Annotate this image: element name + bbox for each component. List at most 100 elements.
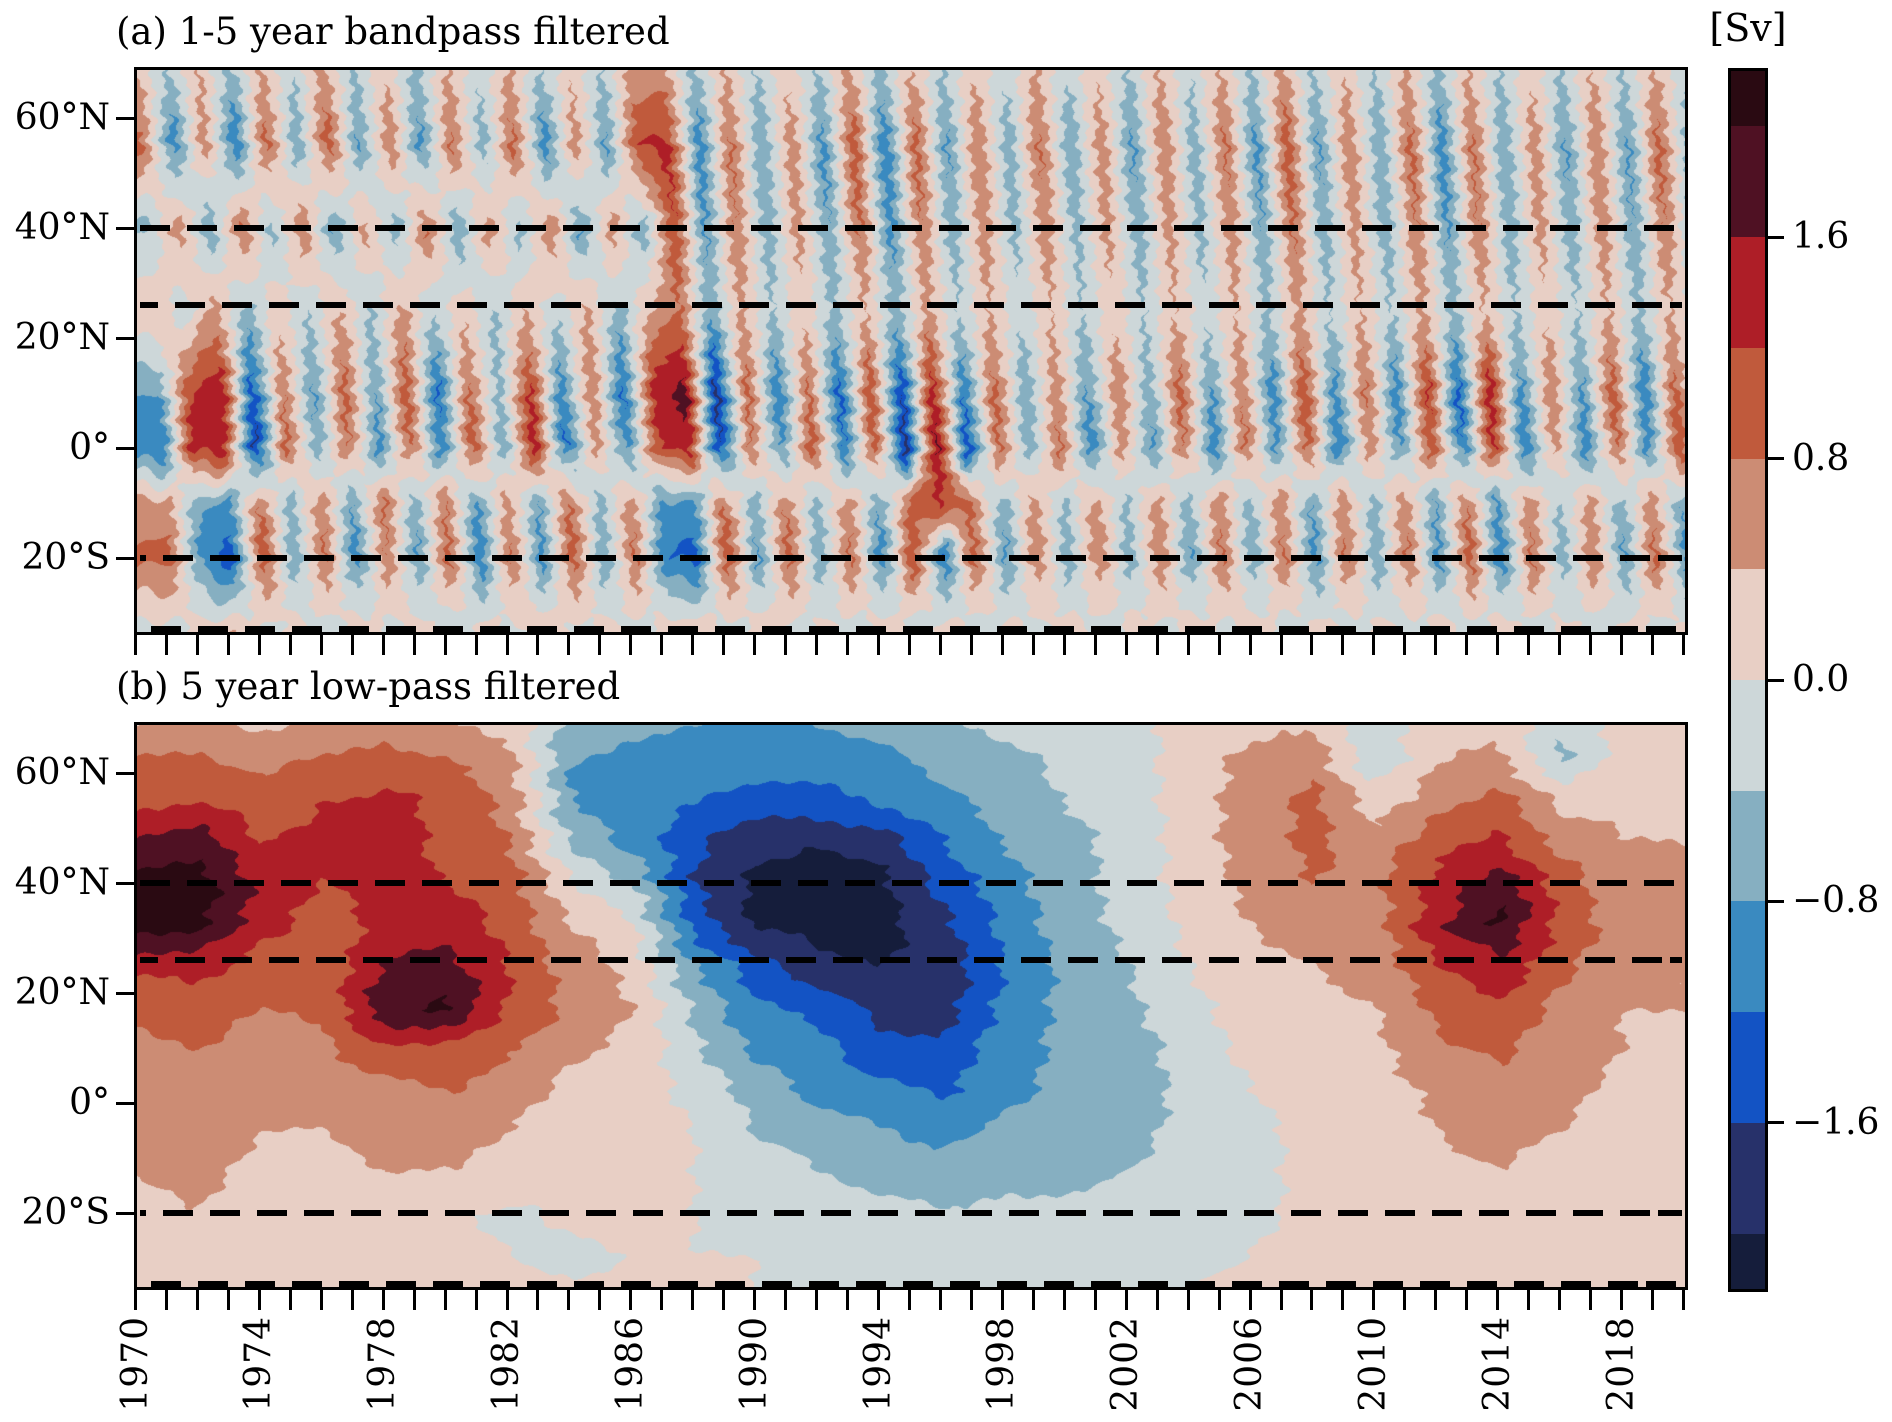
colorbar-segment	[1731, 458, 1765, 570]
x-minor-tick-mark	[319, 635, 323, 655]
x-minor-tick-mark	[691, 1290, 695, 1310]
x-minor-tick-mark	[908, 635, 911, 655]
x-minor-tick-mark	[1651, 635, 1655, 655]
x-minor-tick-mark	[1403, 1290, 1407, 1310]
colorbar-segment	[1731, 680, 1765, 792]
x-minor-tick-mark	[1341, 635, 1345, 655]
colorbar-segment	[1731, 790, 1765, 902]
x-minor-tick-mark	[1527, 635, 1531, 655]
colorbar-segment	[1731, 71, 1765, 127]
x-minor-tick-mark	[1124, 1290, 1128, 1310]
x-minor-tick-mark	[412, 635, 416, 655]
x-minor-tick-mark	[1372, 1290, 1376, 1310]
x-minor-tick-mark	[350, 635, 354, 655]
x-minor-tick-mark	[1000, 635, 1004, 655]
x-minor-tick-mark	[1248, 635, 1252, 655]
x-tick-label: 2018	[1600, 1316, 1642, 1412]
y-tick-mark	[116, 446, 134, 450]
colorbar-tick-mark	[1768, 457, 1784, 461]
x-minor-tick-mark	[1217, 1290, 1221, 1310]
x-minor-tick-mark	[1186, 635, 1190, 655]
x-minor-tick-mark	[288, 1290, 292, 1310]
x-tick-label: 2010	[1352, 1316, 1394, 1412]
x-minor-tick-mark	[1062, 635, 1066, 655]
x-minor-tick-mark	[1124, 635, 1128, 655]
dashed-latitude-line	[140, 555, 1682, 561]
x-tick-label: 1990	[733, 1316, 775, 1412]
colorbar-segment	[1731, 126, 1765, 238]
y-tick-mark	[116, 771, 134, 775]
x-minor-tick-mark	[567, 635, 571, 655]
x-minor-tick-mark	[443, 635, 447, 655]
x-minor-tick-mark	[134, 635, 137, 655]
dashed-latitude-line	[140, 225, 1682, 231]
colorbar-tick-mark	[1768, 678, 1784, 682]
x-tick-label: 2006	[1229, 1316, 1271, 1412]
x-minor-tick-mark	[598, 1290, 602, 1310]
y-tick-mark	[116, 116, 134, 120]
x-tick-label: 1978	[362, 1316, 404, 1412]
x-minor-tick-mark	[969, 1290, 973, 1310]
x-tick-label: 1982	[486, 1316, 528, 1412]
y-tick-label: 20°N	[14, 972, 110, 1013]
colorbar-tick-label: 0.8	[1792, 437, 1850, 479]
y-tick-mark	[116, 1211, 134, 1215]
x-minor-tick-mark	[1155, 1290, 1159, 1310]
x-minor-tick-mark	[1496, 635, 1500, 655]
colorbar-tick-label: 0.0	[1792, 659, 1850, 700]
panel-a-plot-area	[134, 67, 1688, 635]
x-minor-tick-mark	[1589, 1290, 1593, 1310]
x-minor-tick-mark	[381, 635, 385, 655]
x-minor-tick-mark	[474, 1290, 478, 1310]
x-minor-tick-mark	[350, 1290, 354, 1310]
x-minor-tick-mark	[815, 635, 819, 655]
colorbar-tick-label: 1.6	[1792, 216, 1850, 258]
x-minor-tick-mark	[938, 635, 942, 655]
x-minor-tick-mark	[474, 635, 478, 655]
x-minor-tick-mark	[1372, 635, 1376, 655]
x-minor-tick-mark	[257, 635, 261, 655]
x-minor-tick-mark	[1000, 1290, 1004, 1310]
colorbar-segment	[1731, 901, 1765, 1013]
x-minor-tick-mark	[412, 1290, 416, 1310]
colorbar-tick-mark	[1768, 235, 1784, 239]
x-minor-tick-mark	[1279, 1290, 1283, 1310]
x-tick-label: 2014	[1476, 1316, 1518, 1412]
x-tick-label: 1986	[609, 1316, 651, 1412]
x-minor-tick-mark	[505, 635, 509, 655]
y-tick-label: 0°	[69, 1082, 110, 1123]
x-minor-tick-mark	[629, 1290, 633, 1310]
colorbar-segment	[1731, 347, 1765, 460]
x-minor-tick-mark	[195, 1290, 199, 1310]
x-minor-tick-mark	[1496, 1290, 1500, 1310]
x-minor-tick-mark	[505, 1290, 509, 1310]
x-minor-tick-mark	[226, 1290, 230, 1310]
x-minor-tick-mark	[1341, 1290, 1345, 1310]
colorbar-tick-label: −1.6	[1792, 1101, 1880, 1143]
dashed-latitude-line	[140, 957, 1682, 963]
x-minor-tick-mark	[1434, 635, 1438, 655]
y-tick-label: 20°S	[21, 1192, 110, 1233]
x-minor-tick-mark	[536, 1290, 540, 1310]
dashed-latitude-line	[140, 1281, 1682, 1287]
x-minor-tick-mark	[1620, 635, 1624, 655]
colorbar-segment	[1731, 1122, 1765, 1235]
x-minor-tick-mark	[1651, 1290, 1655, 1310]
colorbar-segment	[1731, 237, 1765, 349]
x-minor-tick-mark	[598, 635, 602, 655]
dashed-latitude-line	[140, 880, 1682, 886]
x-minor-tick-mark	[846, 1290, 850, 1310]
x-minor-tick-mark	[1093, 1290, 1097, 1310]
x-minor-tick-mark	[1062, 1290, 1066, 1310]
x-tick-label: 1994	[857, 1316, 899, 1412]
x-minor-tick-mark	[660, 1290, 664, 1310]
colorbar	[1728, 68, 1768, 1292]
x-minor-tick-mark	[908, 1290, 911, 1310]
x-minor-tick-mark	[1310, 1290, 1314, 1310]
x-tick-label: 1974	[238, 1316, 280, 1412]
x-tick-label: 2002	[1105, 1316, 1147, 1412]
panel-a-heatmap-canvas	[137, 70, 1685, 632]
y-tick-label: 20°N	[14, 317, 110, 358]
x-tick-label: 1970	[114, 1316, 156, 1412]
